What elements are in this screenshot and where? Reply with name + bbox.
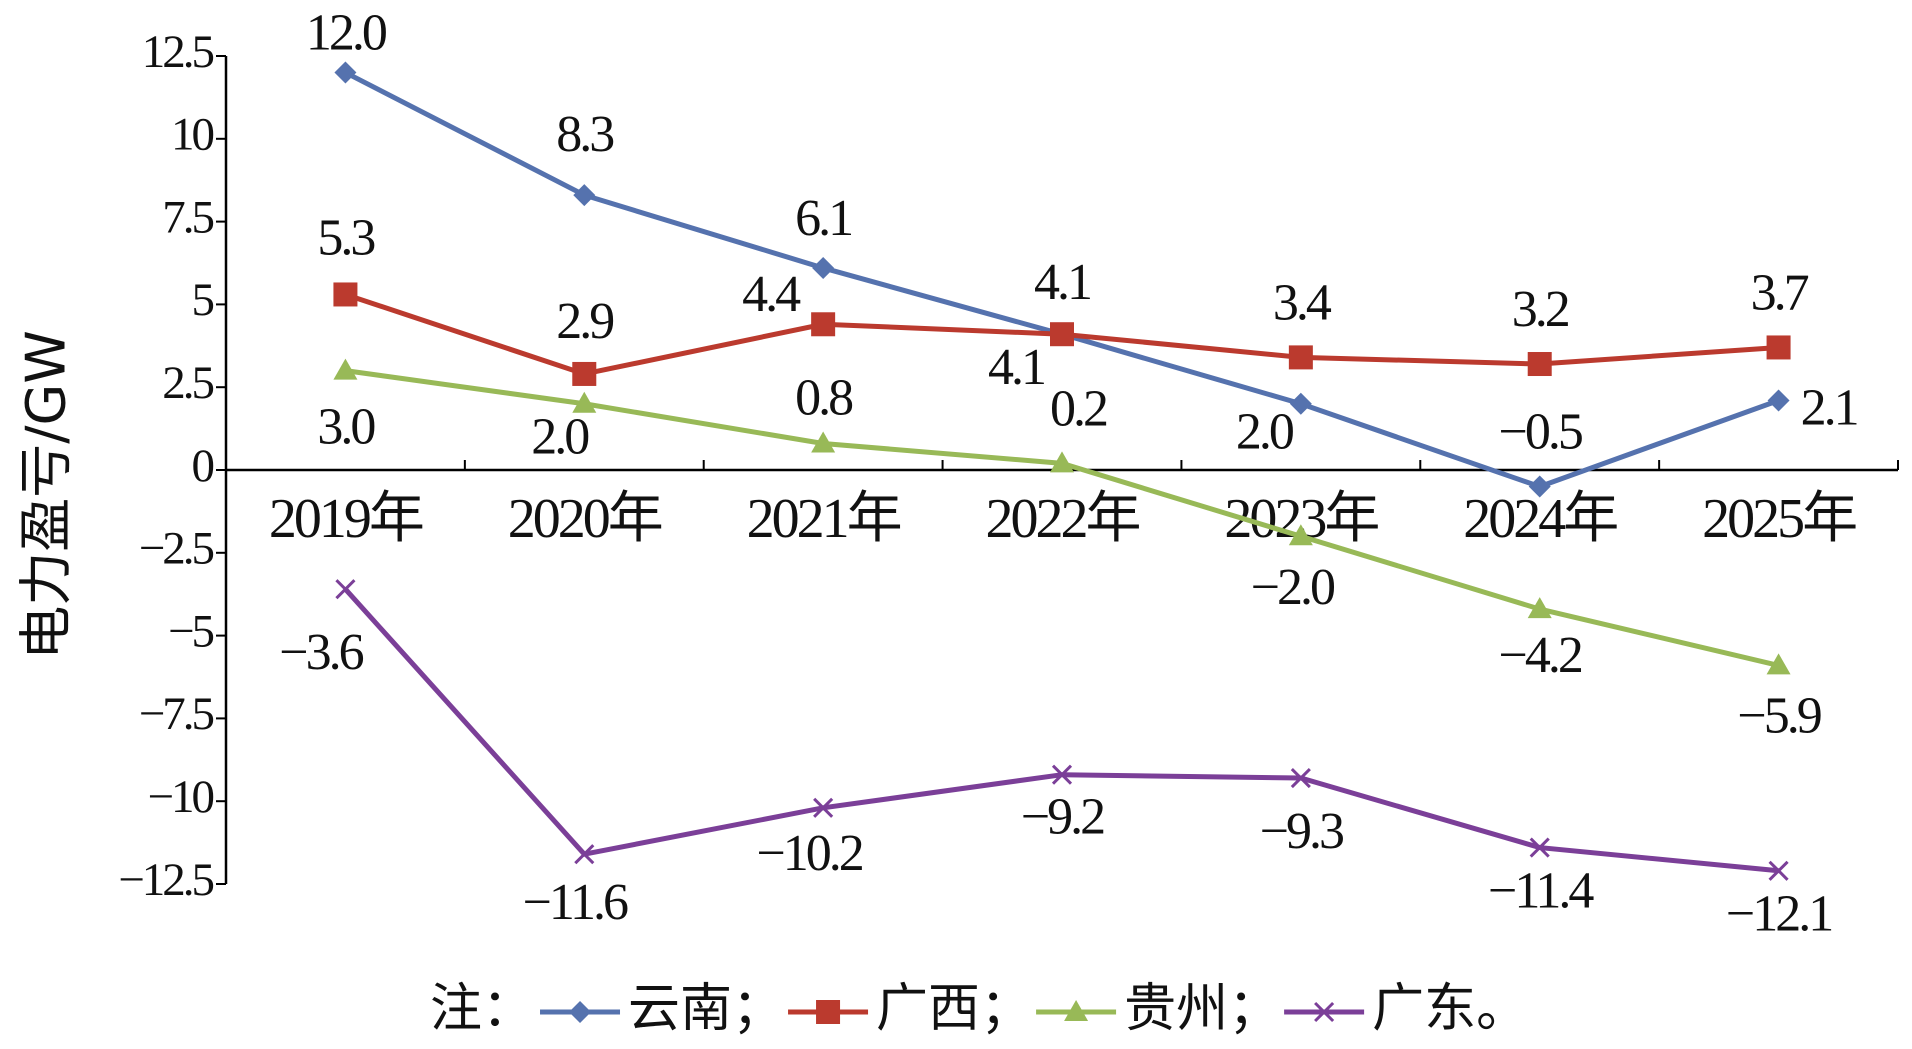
data-point bbox=[811, 431, 836, 453]
data-label: −2.0 bbox=[1251, 559, 1335, 616]
data-label: −0.5 bbox=[1499, 403, 1582, 460]
x-tick-label: 2022年 bbox=[986, 488, 1140, 550]
data-label: −10.2 bbox=[756, 825, 862, 882]
data-label: −9.3 bbox=[1260, 803, 1343, 860]
data-point bbox=[572, 391, 597, 413]
legend-label: 广东 bbox=[1372, 979, 1476, 1039]
legend-label: 广西 bbox=[876, 979, 980, 1039]
data-point bbox=[1768, 860, 1789, 881]
y-tick-label: 12.5 bbox=[142, 26, 214, 78]
data-point bbox=[334, 61, 357, 84]
data-label: 4.1 bbox=[1034, 254, 1090, 311]
data-label: 2.9 bbox=[556, 293, 613, 350]
data-point bbox=[1290, 767, 1311, 789]
legend-separator: ； bbox=[732, 979, 784, 1039]
data-label: −5.9 bbox=[1737, 687, 1820, 744]
data-point bbox=[1289, 392, 1312, 415]
data-point bbox=[1051, 764, 1073, 785]
y-tick-label: 0 bbox=[192, 440, 214, 492]
data-label: −11.4 bbox=[1488, 863, 1594, 920]
legend-label: 贵州 bbox=[1124, 979, 1228, 1039]
legend-marker bbox=[569, 1001, 592, 1023]
y-tick-label: −12.5 bbox=[118, 854, 213, 906]
y-axis-label: 电力盈亏/GW bbox=[15, 330, 78, 659]
data-label: 5.3 bbox=[317, 209, 374, 266]
data-label: 4.4 bbox=[742, 266, 801, 323]
data-point bbox=[1288, 345, 1313, 370]
y-tick-label: 7.5 bbox=[162, 191, 213, 243]
legend-prefix: 注： bbox=[430, 979, 534, 1039]
data-label: −3.6 bbox=[279, 624, 363, 681]
legend-marker bbox=[816, 1000, 841, 1024]
y-tick-label: 10 bbox=[171, 109, 214, 161]
y-tick-label: −10 bbox=[147, 771, 213, 823]
data-point bbox=[572, 361, 597, 386]
y-tick-label: −5 bbox=[168, 605, 214, 657]
data-point bbox=[1527, 597, 1552, 619]
x-tick-label: 2024年 bbox=[1463, 488, 1617, 550]
y-tick-label: 2.5 bbox=[162, 357, 213, 409]
data-point bbox=[335, 579, 356, 600]
legend-separator: ； bbox=[980, 979, 1032, 1039]
data-point bbox=[813, 797, 834, 818]
legend-separator: ； bbox=[1228, 979, 1280, 1039]
data-point bbox=[1529, 837, 1550, 858]
data-point bbox=[1288, 524, 1313, 546]
data-label: 3.0 bbox=[317, 399, 375, 456]
data-label: −9.2 bbox=[1021, 789, 1104, 846]
data-label: 0.2 bbox=[1050, 380, 1107, 437]
data-point bbox=[333, 282, 358, 307]
data-point bbox=[574, 844, 595, 865]
data-label: 6.1 bbox=[795, 190, 851, 247]
data-label: −11.6 bbox=[523, 874, 628, 931]
y-tick-label: −2.5 bbox=[139, 523, 214, 575]
data-label: 3.7 bbox=[1751, 264, 1809, 321]
legend-marker bbox=[1314, 1001, 1335, 1023]
data-point bbox=[573, 184, 596, 207]
data-point bbox=[1766, 335, 1791, 360]
data-point bbox=[1527, 352, 1552, 377]
data-label: 2.1 bbox=[1801, 379, 1857, 436]
data-point bbox=[1050, 322, 1074, 347]
data-label: 8.3 bbox=[556, 106, 613, 163]
y-tick-label: 5 bbox=[192, 274, 214, 326]
legend-marker bbox=[1064, 1000, 1089, 1021]
data-label: 4.1 bbox=[988, 339, 1044, 396]
data-point bbox=[1528, 475, 1551, 498]
data-point bbox=[1766, 653, 1791, 675]
data-label: 3.4 bbox=[1273, 274, 1332, 331]
data-point bbox=[811, 312, 836, 337]
data-label: 2.0 bbox=[531, 409, 589, 466]
x-tick-label: 2020年 bbox=[508, 488, 662, 550]
x-tick-label: 2021年 bbox=[747, 488, 901, 550]
data-point bbox=[812, 256, 835, 279]
data-point bbox=[333, 358, 358, 380]
data-label: 12.0 bbox=[306, 4, 387, 61]
data-label: 2.0 bbox=[1236, 404, 1294, 461]
data-label: −4.2 bbox=[1499, 627, 1582, 684]
data-label: −12.1 bbox=[1726, 886, 1831, 943]
y-tick-label: −7.5 bbox=[139, 688, 214, 740]
data-point bbox=[1767, 389, 1790, 412]
legend-label: 云南 bbox=[628, 979, 732, 1039]
x-tick-label: 2019年 bbox=[269, 488, 423, 550]
x-tick-label: 2025年 bbox=[1702, 488, 1856, 550]
data-point bbox=[1050, 451, 1074, 473]
data-label: 0.8 bbox=[795, 369, 853, 426]
data-label: 3.2 bbox=[1512, 281, 1569, 338]
legend-separator: 。 bbox=[1476, 979, 1528, 1039]
